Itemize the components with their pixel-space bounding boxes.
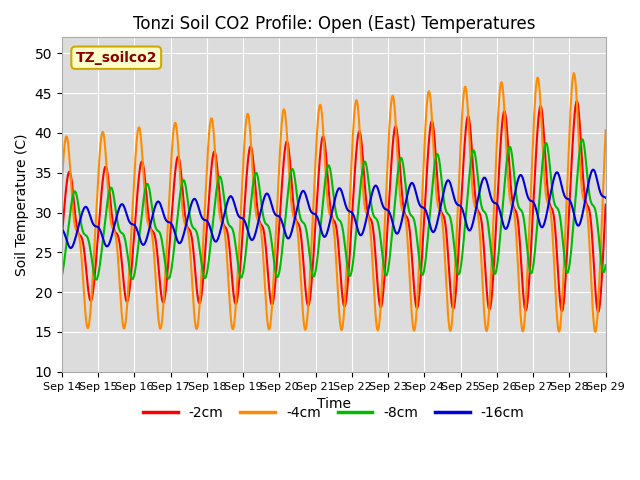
-4cm [271, 243, 279, 249]
-2cm [271, 281, 279, 287]
-16cm [554, 170, 561, 176]
Legend: -2cm, -4cm, -8cm, -16cm: -2cm, -4cm, -8cm, -16cm [138, 400, 530, 425]
-16cm [507, 211, 515, 216]
-16cm [67, 245, 74, 251]
-16cm [58, 227, 66, 232]
-16cm [272, 212, 280, 217]
Line: -2cm: -2cm [62, 101, 605, 312]
-4cm [554, 318, 561, 324]
-16cm [589, 167, 597, 172]
-8cm [507, 146, 515, 152]
-8cm [417, 270, 425, 276]
-4cm [178, 202, 186, 207]
Line: -8cm: -8cm [62, 139, 605, 280]
-2cm [417, 270, 425, 276]
-4cm [602, 127, 609, 133]
-8cm [272, 270, 280, 276]
Text: TZ_soilco2: TZ_soilco2 [76, 51, 157, 65]
-4cm [285, 158, 292, 164]
-4cm [570, 70, 578, 76]
-2cm [507, 179, 515, 185]
-2cm [602, 202, 609, 207]
Title: Tonzi Soil CO2 Profile: Open (East) Temperatures: Tonzi Soil CO2 Profile: Open (East) Temp… [132, 15, 535, 33]
-16cm [285, 235, 292, 241]
-4cm [417, 220, 425, 226]
-8cm [92, 277, 100, 283]
-8cm [602, 263, 609, 268]
-2cm [554, 257, 561, 263]
-2cm [594, 309, 602, 315]
Line: -16cm: -16cm [62, 169, 605, 248]
X-axis label: Time: Time [317, 397, 351, 411]
Y-axis label: Soil Temperature (C): Soil Temperature (C) [15, 133, 29, 276]
-8cm [58, 273, 66, 278]
-8cm [179, 179, 186, 185]
-8cm [579, 136, 586, 142]
-2cm [573, 98, 580, 104]
-2cm [178, 180, 186, 186]
Line: -4cm: -4cm [62, 73, 605, 332]
-4cm [507, 199, 515, 204]
-8cm [285, 182, 292, 188]
-16cm [417, 204, 425, 210]
-4cm [58, 179, 66, 184]
-2cm [285, 144, 292, 150]
-16cm [602, 195, 609, 201]
-8cm [554, 205, 561, 211]
-16cm [179, 236, 186, 241]
-2cm [58, 234, 66, 240]
-4cm [591, 329, 599, 335]
